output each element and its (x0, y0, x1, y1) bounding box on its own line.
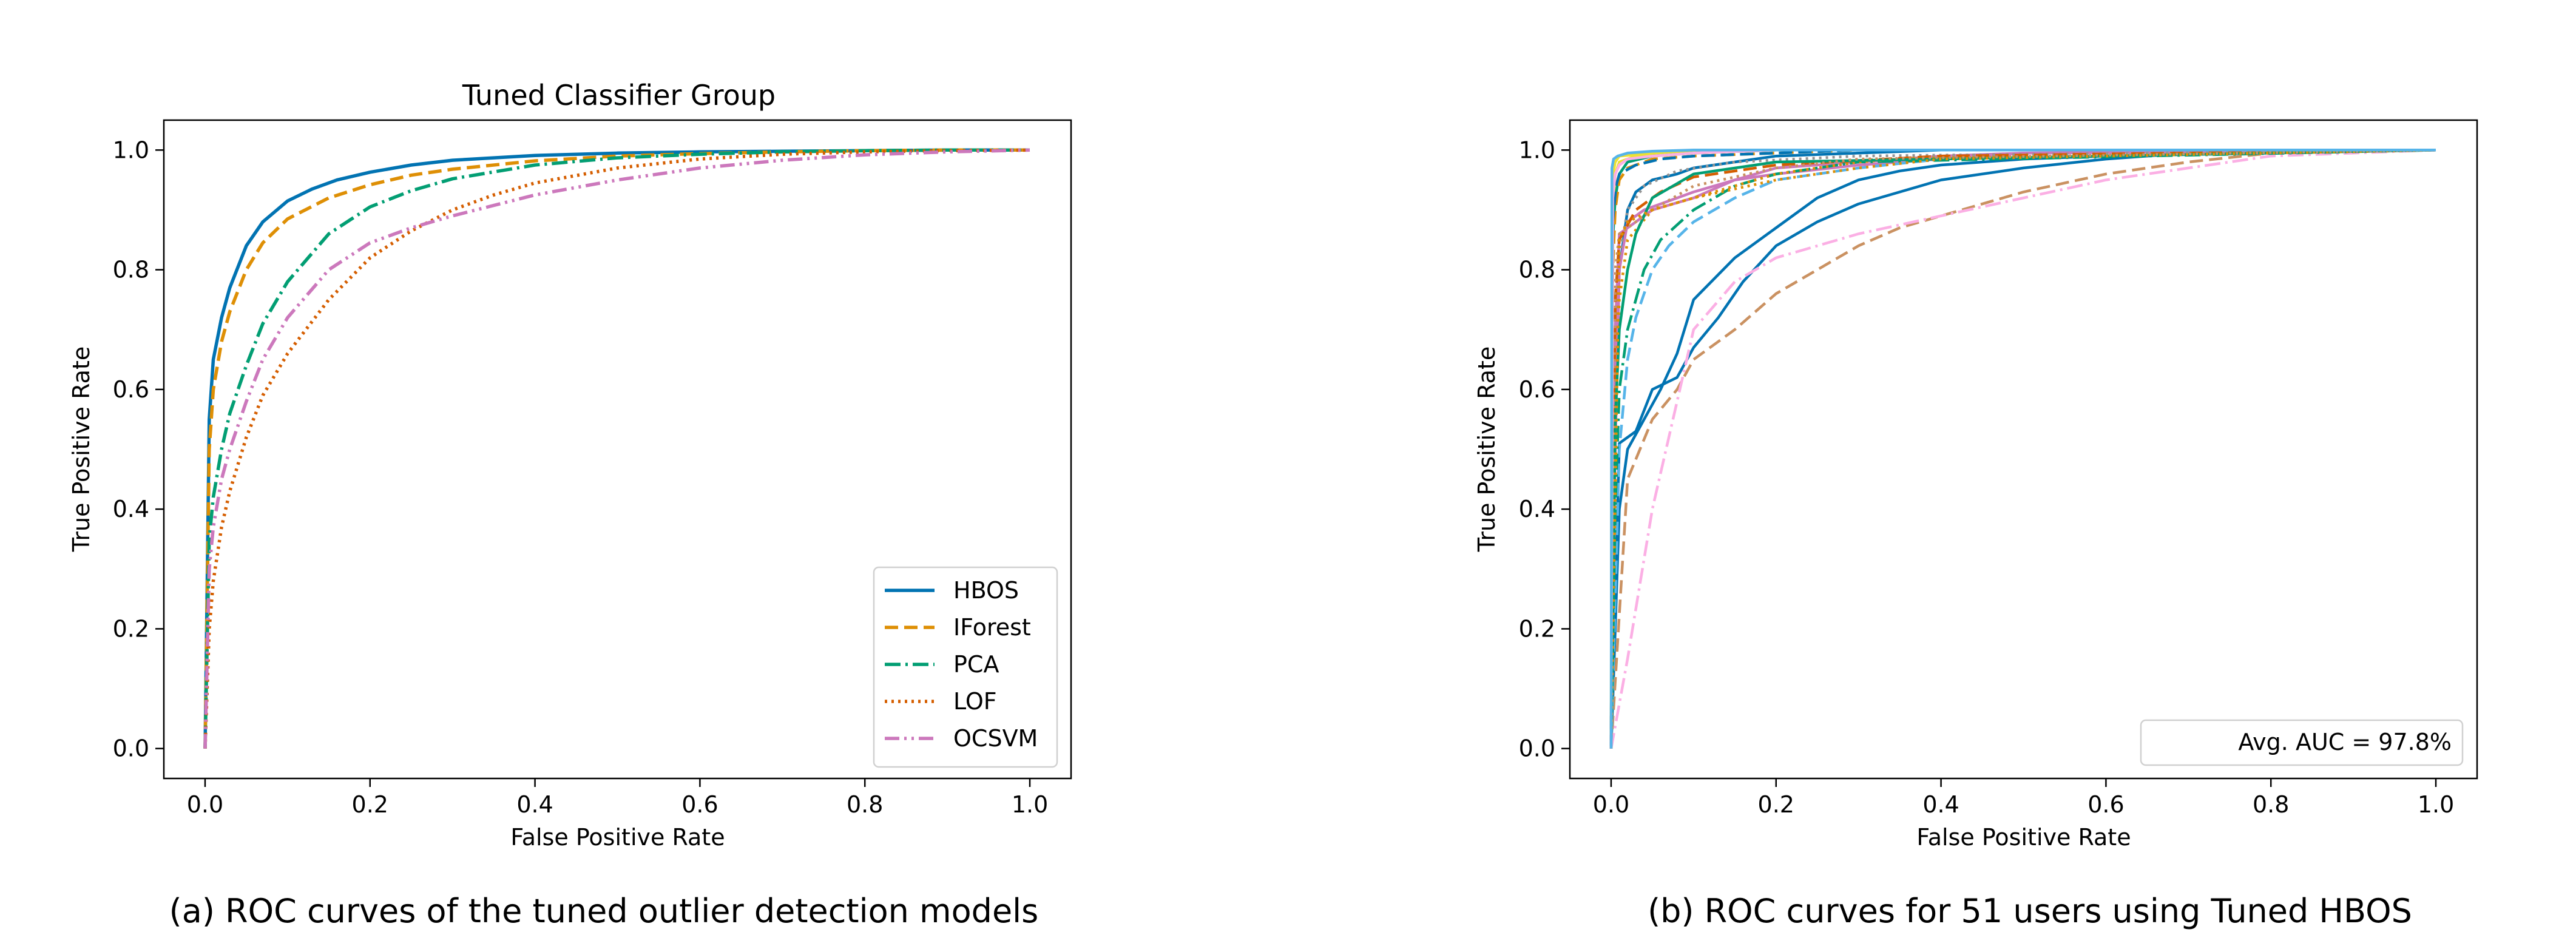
chart-a-x-tick-label: 0.8 (847, 791, 883, 818)
chart-a-ticks: 0.0 0.2 0.4 0.6 0.8 1.0 0.0 0.2 0.4 0.6 0.8 1.0 (113, 137, 1049, 818)
chart-a-y-tick-label: 0.2 (113, 615, 149, 642)
chart-b-y-tick-label: 1.0 (1519, 137, 1555, 163)
chart-b-series-line-20 (1609, 149, 2436, 749)
chart-b-series-line-3 (1609, 149, 2436, 749)
chart-a-legend-label-iforest: IForest (953, 614, 1031, 641)
chart-a-y-tick-label: 1.0 (113, 137, 149, 163)
chart-a-y-tick-label: 0.4 (113, 496, 149, 522)
chart-b-legend-box (2140, 719, 2464, 766)
caption-b: (b) ROC curves for 51 users using Tuned … (1648, 892, 2412, 930)
chart-b-y-tick-label: 0.0 (1519, 735, 1555, 762)
chart-b-x-tick-label: 1.0 (2418, 791, 2454, 818)
chart-a-legend-label-lof: LOF (953, 688, 997, 715)
chart-a-x-tick-label: 0.2 (352, 791, 388, 818)
chart-a-plot-area (203, 148, 1030, 749)
chart-a-series-line-lof (203, 148, 1030, 749)
chart-b-series-line-5 (1609, 149, 2436, 749)
chart-a-series-line-pca (203, 148, 1030, 749)
chart-b-y-tick-label: 0.4 (1519, 496, 1555, 522)
chart-a-legend: HBOS IForest PCA LOF OCSVM (873, 566, 1058, 768)
chart-a-legend-label-ocsvm: OCSVM (953, 725, 1038, 752)
chart-b-series-line-9 (1609, 149, 2436, 749)
chart-a-title: Tuned Classifier Group (462, 79, 776, 112)
chart-a-y-tick-label: 0.6 (113, 376, 149, 403)
chart-b-series-line-7 (1609, 149, 2436, 749)
chart-b-series-line-4 (1609, 149, 2436, 749)
chart-b-series-line-13 (1609, 149, 2436, 749)
chart-b-series-line-10 (1609, 149, 2436, 749)
chart-b-legend-auc-label: Avg. AUC = 97.8% (2238, 729, 2452, 755)
chart-b-x-tick-label: 0.8 (2253, 791, 2289, 818)
chart-a-x-tick-label: 0.6 (681, 791, 718, 818)
chart-b-ticks: 0.0 0.2 0.4 0.6 0.8 1.0 0.0 0.2 0.4 0.6 0.8 1.0 (1519, 137, 2455, 818)
caption-a: (a) ROC curves of the tuned outlier dete… (169, 892, 1039, 930)
chart-a-y-tick-label: 0.0 (113, 735, 149, 762)
roc-chart-panel-a: Tuned Classifier Group 0.0 0.2 0.4 0.6 0.8 1.… (68, 79, 1072, 930)
chart-a-y-tick-label: 0.8 (113, 257, 149, 283)
chart-a-x-tick-label: 0.0 (187, 791, 223, 818)
chart-b-series-line-6 (1609, 149, 2436, 749)
chart-b-series-line-2 (1609, 149, 2436, 749)
chart-b-x-tick-label: 0.6 (2088, 791, 2124, 818)
chart-a-axes-frame (163, 119, 1072, 780)
chart-a-ylabel: True Positive Rate (68, 346, 95, 553)
chart-a-x-tick-label: 0.4 (516, 791, 553, 818)
chart-b-ylabel: True Positive Rate (1473, 346, 1500, 553)
chart-a-legend-label-pca: PCA (953, 651, 999, 678)
chart-b-x-tick-label: 0.4 (1922, 791, 1959, 818)
chart-b-axes-frame (1569, 119, 2478, 780)
chart-b-legend: Avg. AUC = 97.8% (2140, 719, 2464, 766)
chart-a-x-tick-label: 1.0 (1012, 791, 1048, 818)
chart-b-y-tick-label: 0.6 (1519, 376, 1555, 403)
chart-b-series-line-19 (1609, 149, 2436, 749)
chart-b-series-line-15 (1609, 149, 2436, 749)
chart-b-y-tick-label: 0.2 (1519, 615, 1555, 642)
chart-a-xlabel: False Positive Rate (510, 824, 725, 851)
chart-a-series-line-ocsvm (203, 148, 1030, 749)
chart-b-series-line-18 (1609, 149, 2436, 749)
roc-chart-panel-b: 0.0 0.2 0.4 0.6 0.8 1.0 0.0 0.2 0.4 0.6 0.8 1.0 Fal… (1473, 119, 2478, 930)
chart-b-series-line-12 (1609, 149, 2436, 749)
chart-b-series-line-17 (1609, 149, 2436, 749)
chart-b-xlabel: False Positive Rate (1916, 824, 2131, 851)
chart-a-legend-box (873, 566, 1058, 768)
chart-b-series-line-1 (1609, 149, 2436, 749)
chart-b-plot-area (1609, 149, 2436, 749)
chart-a-legend-label-hbos: HBOS (953, 577, 1019, 604)
chart-b-x-tick-label: 0.0 (1593, 791, 1629, 818)
chart-b-series-line-11 (1609, 149, 2436, 749)
chart-b-x-tick-label: 0.2 (1758, 791, 1794, 818)
chart-b-series-line-8 (1609, 149, 2436, 749)
chart-b-series-line-14 (1609, 149, 2436, 749)
chart-b-y-tick-label: 0.8 (1519, 257, 1555, 283)
chart-b-series-line-0 (1609, 149, 2436, 749)
chart-b-series-line-16 (1609, 149, 2436, 749)
chart-b-series-line-21 (1609, 149, 2436, 749)
